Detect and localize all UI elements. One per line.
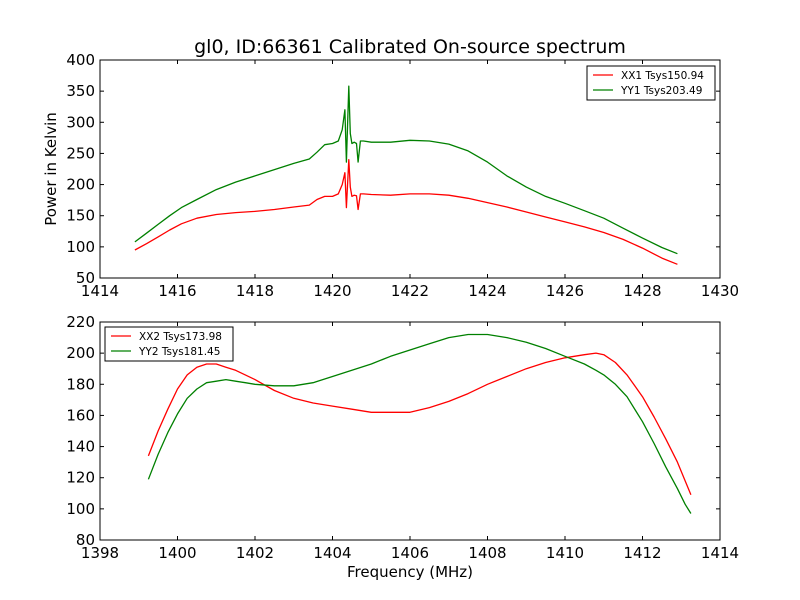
y-tick-label: 100 [66, 238, 95, 256]
y-tick-label: 180 [66, 375, 95, 393]
x-tick-label: 1426 [546, 282, 584, 300]
x-tick-label: 1416 [158, 282, 196, 300]
y-tick-label: 200 [66, 176, 95, 194]
series-line-xx2 [147, 352, 692, 496]
x-tick-label: 1412 [623, 544, 661, 562]
x-tick-label: 1424 [468, 282, 506, 300]
y-tick-label: 100 [66, 500, 95, 518]
y-axis-label: Power in Kelvin [42, 112, 60, 226]
x-tick-label: 1422 [391, 282, 429, 300]
series-line-xx1 [134, 159, 678, 265]
y-tick-label: 200 [66, 344, 95, 362]
y-tick-label: 150 [66, 207, 95, 225]
x-tick-label: 1410 [546, 544, 584, 562]
top-spectrum-panel: 1414 1416 1418 1420 1422 1424 1426 1428 1430 50 10… [42, 51, 739, 300]
x-tick-label: 1418 [236, 282, 274, 300]
series-line-yy1 [134, 85, 678, 255]
y-tick-label: 160 [66, 406, 95, 424]
x-tick-label: 1430 [701, 282, 739, 300]
x-tick-label: 1428 [623, 282, 661, 300]
x-axis-label: Frequency (MHz) [347, 563, 473, 581]
y-tick-label: 120 [66, 469, 95, 487]
y-tick-label: 350 [66, 82, 95, 100]
legend-box [586, 65, 716, 101]
x-tick-label: 1420 [313, 282, 351, 300]
y-tick-label: 220 [66, 313, 95, 331]
legend: XX2 Tsys173.98 YY2 Tsys181.45 [104, 326, 234, 362]
x-tick-label: 1406 [391, 544, 429, 562]
legend-label: YY1 Tsys203.49 [620, 85, 702, 97]
legend-label: XX1 Tsys150.94 [621, 70, 704, 82]
x-tick-label: 1398 [81, 544, 119, 562]
figure-title: gl0, ID:66361 Calibrated On-source spect… [194, 36, 626, 58]
y-tick-label: 80 [76, 531, 95, 549]
y-tick-label: 400 [66, 51, 95, 69]
x-tick-label: 1414 [701, 544, 739, 562]
legend-label: YY2 Tsys181.45 [138, 346, 220, 358]
x-tick-label: 1414 [81, 282, 119, 300]
legend: XX1 Tsys150.94 YY1 Tsys203.49 [586, 65, 716, 101]
x-tick-label: 1400 [158, 544, 196, 562]
legend-box [104, 326, 234, 362]
series-line-yy2 [147, 333, 692, 514]
x-tick-label: 1404 [313, 544, 351, 562]
bottom-spectrum-panel: 1398 1400 1402 1404 1406 1408 1410 1412 1414 80 10… [66, 313, 739, 581]
y-tick-label: 250 [66, 144, 95, 162]
legend-label: XX2 Tsys173.98 [139, 331, 222, 343]
y-tick-label: 300 [66, 113, 95, 131]
y-tick-label: 50 [76, 269, 95, 287]
y-tick-label: 140 [66, 438, 95, 456]
x-tick-label: 1402 [236, 544, 274, 562]
x-tick-label: 1408 [468, 544, 506, 562]
